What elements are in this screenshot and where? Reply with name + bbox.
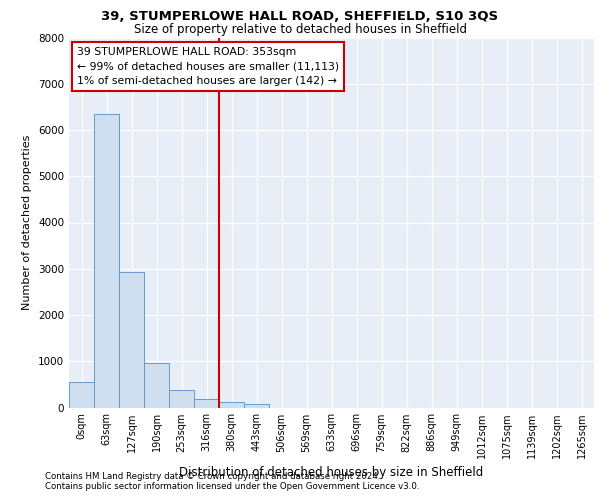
Bar (119, 272, 144, 407)
Bar (94, 114, 119, 408)
Bar (194, 400, 219, 407)
Text: Size of property relative to detached houses in Sheffield: Size of property relative to detached ho… (133, 22, 467, 36)
Bar (219, 402, 244, 407)
Text: 39 STUMPERLOWE HALL ROAD: 353sqm
← 99% of detached houses are smaller (11,113)
1: 39 STUMPERLOWE HALL ROAD: 353sqm ← 99% o… (77, 47, 339, 86)
Bar (69, 382, 94, 407)
Y-axis label: Number of detached properties: Number of detached properties (22, 135, 32, 310)
Text: 39, STUMPERLOWE HALL ROAD, SHEFFIELD, S10 3QS: 39, STUMPERLOWE HALL ROAD, SHEFFIELD, S1… (101, 10, 499, 23)
Bar (169, 390, 194, 407)
Text: Contains HM Land Registry data © Crown copyright and database right 2024.: Contains HM Land Registry data © Crown c… (45, 472, 380, 481)
Bar (144, 363, 169, 408)
Bar (244, 404, 269, 407)
Text: Contains public sector information licensed under the Open Government Licence v3: Contains public sector information licen… (45, 482, 419, 491)
X-axis label: Distribution of detached houses by size in Sheffield: Distribution of detached houses by size … (179, 466, 484, 479)
